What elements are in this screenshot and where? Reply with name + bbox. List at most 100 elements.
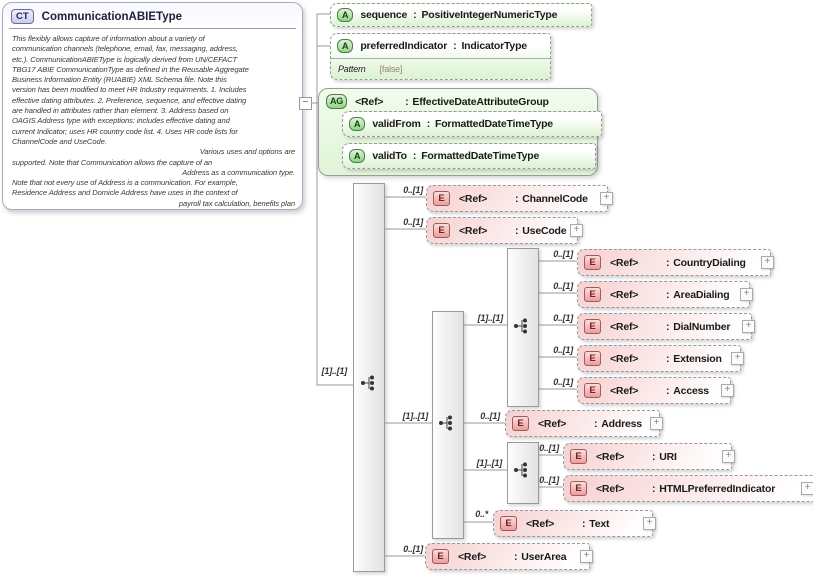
attribute-sequence[interactable]: A sequence : PositiveIntegerNumericType	[330, 3, 592, 27]
element-type: CountryDialing	[673, 256, 746, 269]
element-badge: E	[584, 383, 601, 398]
element-type: HTMLPreferredIndicator	[659, 482, 776, 495]
element-areadialing[interactable]: E <Ref> : AreaDialing	[577, 281, 750, 308]
separator: :	[426, 118, 431, 130]
element-badge: E	[433, 223, 450, 238]
sequence-bar-uri-group[interactable]	[507, 442, 539, 504]
attribute-name: validFrom	[372, 118, 421, 130]
cardinality-label: 0..[1]	[553, 249, 573, 259]
cardinality-label: [1]..[1]	[476, 458, 503, 468]
collapse-handle[interactable]: −	[299, 97, 312, 110]
sequence-bar-outer[interactable]	[353, 183, 385, 572]
element-type: Address	[601, 417, 642, 430]
element-type: Text	[589, 517, 610, 530]
expand-button[interactable]: +	[721, 384, 734, 397]
sequence-bar-middle[interactable]	[432, 311, 464, 539]
element-usecode[interactable]: E <Ref> : UseCode	[426, 217, 578, 244]
complex-type-badge: CT	[11, 9, 34, 24]
cardinality-label: 0..[1]	[539, 443, 559, 453]
element-type: URI	[659, 450, 677, 463]
annotation-text: This flexibly allows capture of informat…	[12, 34, 295, 209]
attribute-validfrom[interactable]: A validFrom : FormattedDateTimeType	[342, 111, 602, 137]
separator: :	[582, 517, 586, 530]
attribute-preferredindicator[interactable]: A preferredIndicator : IndicatorType Pat…	[330, 33, 551, 80]
separator: :	[405, 95, 409, 108]
expand-button[interactable]: +	[742, 320, 755, 333]
element-countrydialing[interactable]: E <Ref> : CountryDialing	[577, 249, 771, 276]
attribute-type: PositiveIntegerNumericType	[421, 9, 558, 21]
expand-button[interactable]: +	[580, 550, 593, 563]
element-badge: E	[433, 191, 450, 206]
element-badge: E	[584, 287, 601, 302]
expand-button[interactable]: +	[731, 352, 744, 365]
annotation-line: Business Information Entity (RUABIE) XML…	[12, 75, 227, 85]
separator: :	[666, 352, 670, 365]
attribute-name: sequence	[360, 9, 408, 21]
attribute-badge: A	[337, 8, 354, 22]
separator: :	[453, 40, 457, 52]
separator: :	[652, 482, 656, 495]
cardinality-label: [1]..[1]	[321, 366, 348, 376]
expand-button[interactable]: +	[643, 517, 656, 530]
expand-button[interactable]: +	[570, 224, 583, 237]
cardinality-label: 0..[1]	[403, 185, 423, 195]
element-type: Access	[673, 384, 709, 397]
annotation-line: current Indicator; uses HR country code …	[12, 126, 238, 136]
separator: :	[666, 384, 670, 397]
separator: :	[666, 288, 670, 301]
annotation-line: Various uses and options are	[199, 147, 295, 157]
ref-label: <Ref>	[459, 192, 488, 205]
element-text[interactable]: E <Ref> : Text	[493, 510, 653, 537]
cardinality-label: 0..[1]	[553, 313, 573, 323]
expand-button[interactable]: +	[801, 482, 813, 495]
element-htmlpreferredindicator[interactable]: E <Ref> : HTMLPreferredIndicator	[563, 475, 813, 502]
cardinality-label: 0..[1]	[553, 281, 573, 291]
annotation-line: supported. Note that Communication allow…	[12, 157, 213, 167]
attribute-name: preferredIndicator	[360, 40, 448, 52]
annotation-line: Address as a communication type.	[182, 167, 295, 177]
expand-button[interactable]: +	[740, 288, 753, 301]
element-uri[interactable]: E <Ref> : URI	[563, 443, 732, 470]
element-badge: E	[570, 449, 587, 464]
ref-label: <Ref>	[459, 224, 488, 237]
ref-label: <Ref>	[596, 450, 625, 463]
element-badge: E	[584, 255, 601, 270]
ref-label: <Ref>	[610, 384, 639, 397]
separator: :	[515, 192, 519, 205]
element-dialnumber[interactable]: E <Ref> : DialNumber	[577, 313, 752, 340]
expand-button[interactable]: +	[761, 256, 774, 269]
cardinality-label: [1]..[1]	[477, 313, 504, 323]
complex-type-title: CommunicationABIEType	[41, 10, 183, 23]
ref-label: <Ref>	[458, 550, 487, 563]
element-badge: E	[570, 481, 587, 496]
separator: :	[412, 150, 417, 162]
annotation-line: Residence Address and Domicle Address ha…	[12, 188, 238, 198]
element-address[interactable]: E <Ref> : Address	[505, 410, 660, 437]
attribute-badge: A	[349, 117, 366, 131]
cardinality-label: 0..[1]	[553, 377, 573, 387]
cardinality-label: [1]..[1]	[402, 411, 429, 421]
element-channelcode[interactable]: E <Ref> : ChannelCode	[426, 185, 608, 212]
ref-label: <Ref>	[610, 256, 639, 269]
compositor-icon	[361, 375, 374, 391]
attribute-group-box[interactable]: AG <Ref> : EffectiveDateAttributeGroup A…	[318, 88, 602, 176]
attribute-name: validTo	[372, 150, 407, 162]
attribute-group-badge: AG	[326, 94, 348, 109]
complex-type-header: CT CommunicationABIEType	[9, 3, 296, 29]
compositor-icon	[514, 462, 527, 478]
element-userarea[interactable]: E <Ref> : UserArea	[425, 543, 590, 570]
cardinality-label: 0..[1]	[480, 411, 500, 421]
expand-button[interactable]: +	[722, 450, 735, 463]
sequence-bar-phone[interactable]	[507, 248, 539, 407]
element-access[interactable]: E <Ref> : Access	[577, 377, 731, 404]
attribute-validto[interactable]: A validTo : FormattedDateTimeType	[342, 143, 596, 169]
cardinality-label: 0..[1]	[553, 345, 573, 355]
separator: :	[515, 224, 519, 237]
element-badge: E	[584, 351, 601, 366]
element-type: AreaDialing	[673, 288, 730, 301]
element-extension[interactable]: E <Ref> : Extension	[577, 345, 741, 372]
complex-type-box[interactable]: CT CommunicationABIEType This flexibly a…	[2, 2, 303, 210]
expand-button[interactable]: +	[600, 192, 613, 205]
attribute-badge: A	[349, 149, 366, 163]
expand-button[interactable]: +	[650, 417, 663, 430]
